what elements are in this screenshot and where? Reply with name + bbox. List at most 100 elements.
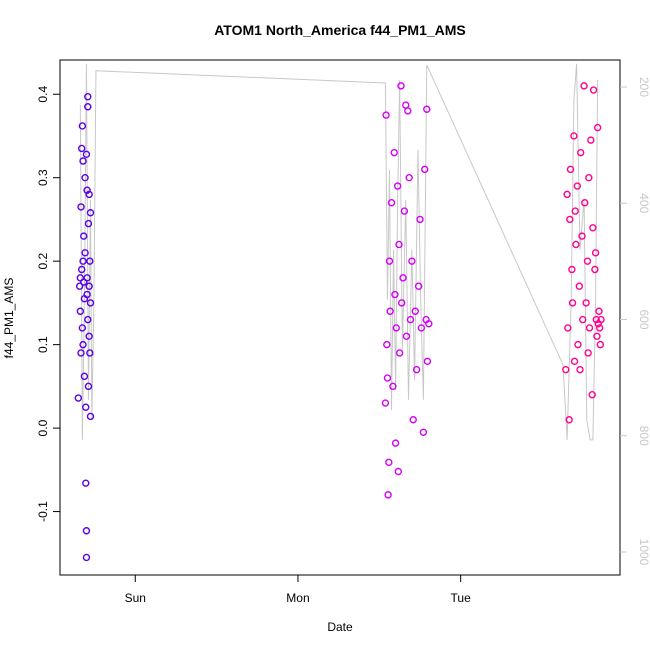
point xyxy=(82,527,91,535)
point xyxy=(393,182,402,190)
x-tick-label: Tue xyxy=(451,591,472,605)
point xyxy=(391,290,399,299)
point xyxy=(587,136,595,144)
point xyxy=(595,324,604,332)
point xyxy=(80,372,89,381)
point xyxy=(385,257,394,265)
y-tick-label: -0.1 xyxy=(36,501,50,522)
point xyxy=(570,132,578,140)
point xyxy=(400,207,409,215)
point xyxy=(391,439,400,447)
point xyxy=(589,86,598,94)
point xyxy=(395,349,404,357)
point xyxy=(563,190,571,199)
point xyxy=(417,324,426,332)
point xyxy=(578,232,586,240)
point xyxy=(385,458,393,467)
point xyxy=(597,315,605,324)
point xyxy=(390,148,398,157)
point xyxy=(86,412,95,421)
point xyxy=(572,240,580,249)
plot-frame xyxy=(59,59,621,576)
y2-tick-label: 1000 xyxy=(637,539,650,566)
point xyxy=(83,274,91,282)
point xyxy=(571,207,579,215)
point xyxy=(581,199,589,207)
point xyxy=(397,299,406,307)
point xyxy=(564,324,572,332)
point xyxy=(397,82,405,90)
point xyxy=(589,224,597,232)
point xyxy=(574,340,582,349)
point xyxy=(84,219,93,228)
point xyxy=(411,307,419,315)
chart-title: ATOM1 North_America f44_PM1_AMS xyxy=(214,22,466,38)
point xyxy=(84,93,92,101)
point xyxy=(405,173,413,182)
point xyxy=(86,209,95,217)
point xyxy=(384,491,392,499)
point xyxy=(421,165,429,174)
point xyxy=(414,282,423,290)
point xyxy=(576,148,585,157)
y-axis-label: f44_PM1_AMS xyxy=(2,278,16,359)
point xyxy=(84,315,92,324)
point xyxy=(582,299,590,307)
y-tick-label: 0.4 xyxy=(36,86,50,103)
y2-tick-label: 400 xyxy=(637,193,650,213)
point xyxy=(593,332,601,340)
point xyxy=(382,111,390,119)
point xyxy=(566,165,575,174)
point xyxy=(406,315,415,324)
point xyxy=(425,320,433,328)
point xyxy=(79,157,87,165)
point xyxy=(84,103,92,111)
point xyxy=(591,265,599,274)
point xyxy=(583,257,592,265)
point xyxy=(395,240,403,249)
point xyxy=(576,365,584,374)
point xyxy=(408,257,416,265)
point xyxy=(381,399,390,407)
y-tick-label: 0.0 xyxy=(36,419,50,436)
x-tick-label: Sun xyxy=(125,591,146,605)
point xyxy=(570,357,579,366)
point xyxy=(77,265,86,274)
point xyxy=(75,282,84,290)
point xyxy=(83,186,91,194)
point xyxy=(80,232,88,240)
point xyxy=(387,199,396,207)
point xyxy=(83,290,91,299)
point xyxy=(78,324,87,332)
point xyxy=(82,479,90,487)
point xyxy=(76,307,85,315)
point xyxy=(573,182,581,190)
point xyxy=(565,416,573,424)
point xyxy=(595,307,603,315)
point xyxy=(575,282,584,290)
y-tick-label: 0.2 xyxy=(36,252,50,269)
y2-tick-label: 600 xyxy=(637,309,650,329)
point xyxy=(386,307,394,315)
point xyxy=(79,340,87,349)
point xyxy=(579,315,587,324)
y2-tick-label: 800 xyxy=(637,426,650,446)
point xyxy=(383,340,391,349)
point xyxy=(79,257,87,265)
point xyxy=(86,349,94,357)
point xyxy=(593,123,602,132)
point xyxy=(383,374,392,382)
point xyxy=(82,403,90,411)
point xyxy=(412,365,421,374)
x-tick-label: Mon xyxy=(286,591,309,605)
point xyxy=(591,249,600,257)
y2-tick-label: 200 xyxy=(637,77,650,97)
point xyxy=(402,332,411,340)
point xyxy=(592,315,600,324)
point xyxy=(568,299,577,307)
point xyxy=(77,349,85,357)
point xyxy=(584,349,592,357)
point xyxy=(86,257,94,265)
